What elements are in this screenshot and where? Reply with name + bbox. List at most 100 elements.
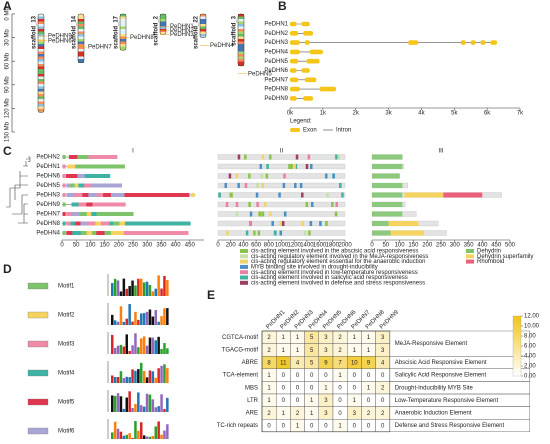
- cis-element: [337, 155, 340, 160]
- logo-letter: [163, 364, 166, 383]
- exon: [471, 40, 476, 45]
- legend-title: Legend:: [290, 119, 312, 125]
- scaffold-band: [38, 104, 44, 107]
- scaffold-band: [238, 22, 244, 25]
- scaffold-band: [38, 77, 44, 80]
- logo-letter: [128, 433, 131, 439]
- scaffold-band: [38, 87, 44, 90]
- scaffold-band: [78, 49, 84, 52]
- logo-letter: [149, 285, 152, 296]
- scaffold-band: [78, 39, 84, 42]
- motif-box: [124, 231, 188, 235]
- cis-element: [248, 202, 251, 207]
- motif-box: [67, 165, 75, 169]
- exon: [290, 22, 297, 27]
- logo-letter: [157, 275, 160, 296]
- scaffold-band: [160, 32, 166, 35]
- logo-letter: [146, 312, 149, 325]
- logo-letter: [117, 429, 120, 439]
- scaffold-band: [200, 34, 206, 37]
- gene-name: PeDHN1: [36, 164, 60, 170]
- logo-letter: [143, 371, 146, 383]
- scaffold-band: [238, 44, 244, 47]
- axis-tick-label: 90 Mb: [5, 76, 11, 93]
- motif-name: Motif1: [58, 284, 75, 290]
- logo-letter: [134, 404, 137, 412]
- cis-element: [310, 164, 313, 169]
- row-label: MBS: [245, 385, 258, 391]
- scaffold-band: [120, 19, 126, 22]
- logo-letter: [160, 289, 163, 296]
- scaffold-band: [78, 59, 84, 62]
- cis-element: [261, 174, 264, 179]
- logo-letter: [114, 396, 117, 412]
- cis-element: [245, 183, 248, 188]
- cis-element: [296, 155, 299, 160]
- cis-element: [269, 212, 272, 217]
- colorbar-label: 12.00: [524, 314, 540, 320]
- cis-element: [236, 212, 239, 217]
- logo-letter: [166, 308, 169, 325]
- gene-name: PeDHN3: [36, 193, 60, 199]
- cis-element: [218, 193, 221, 198]
- legend-swatch: [240, 249, 248, 253]
- logo-letter: [114, 377, 117, 383]
- gene-name: PeDHN4: [264, 49, 288, 55]
- scaffold-band: [160, 17, 166, 20]
- scaffold-band: [200, 19, 206, 22]
- scaffold-band: [38, 59, 44, 62]
- motif-box: [63, 231, 66, 235]
- cis-element: [256, 183, 259, 188]
- cis-element: [250, 212, 253, 217]
- legend-swatch: [240, 265, 248, 269]
- logo-letter: [143, 435, 146, 439]
- cis-element: [304, 231, 307, 236]
- scaffold-band: [78, 44, 84, 47]
- cis-element: [326, 193, 329, 198]
- cis-element: [237, 183, 240, 188]
- subpanel-label: III: [438, 149, 443, 155]
- cis-element: [332, 174, 335, 179]
- cis-element: [310, 221, 313, 226]
- logo-letter: [117, 280, 120, 296]
- scaffold-band: [160, 24, 166, 27]
- motif-box: [93, 203, 126, 207]
- gene-name: PeDHN6: [36, 174, 60, 180]
- logo-letter: [163, 343, 166, 354]
- scaffold-band: [238, 62, 244, 65]
- logo-letter: [111, 315, 114, 325]
- logo-letter: [160, 316, 163, 325]
- logo-letter: [117, 393, 120, 412]
- logo-letter: [117, 346, 120, 354]
- cis-element: [269, 155, 272, 160]
- logo-letter: [123, 409, 126, 412]
- cis-element: [290, 164, 293, 169]
- logo-letter: [160, 349, 163, 354]
- cis-element: [256, 202, 259, 207]
- exon: [461, 40, 466, 45]
- exon: [290, 31, 298, 36]
- logo-letter: [166, 398, 169, 412]
- scaffold-band: [120, 47, 126, 50]
- axis-tick-label: 60 Mb: [5, 52, 11, 69]
- motif-box: [67, 193, 74, 197]
- logo-letter: [111, 335, 114, 354]
- cis-element: [264, 202, 267, 207]
- gene-name: PeDHN5: [36, 183, 60, 189]
- logo-letter: [117, 322, 120, 325]
- scaffold-band: [120, 44, 126, 47]
- scaffold-band: [238, 42, 244, 45]
- dehydrin: [372, 193, 402, 198]
- scaffold-band: [120, 39, 126, 42]
- logo-letter: [131, 345, 134, 354]
- scaffold-band: [78, 54, 84, 57]
- scaffold-band: [78, 29, 84, 32]
- cis-element: [306, 164, 309, 169]
- scaffold-band: [38, 82, 44, 85]
- motif-box: [63, 174, 66, 178]
- scaffold-band: [120, 27, 126, 30]
- cis-element: [294, 183, 297, 188]
- gene-name: PeDHN9: [264, 96, 288, 102]
- scaffold-band: [238, 52, 244, 55]
